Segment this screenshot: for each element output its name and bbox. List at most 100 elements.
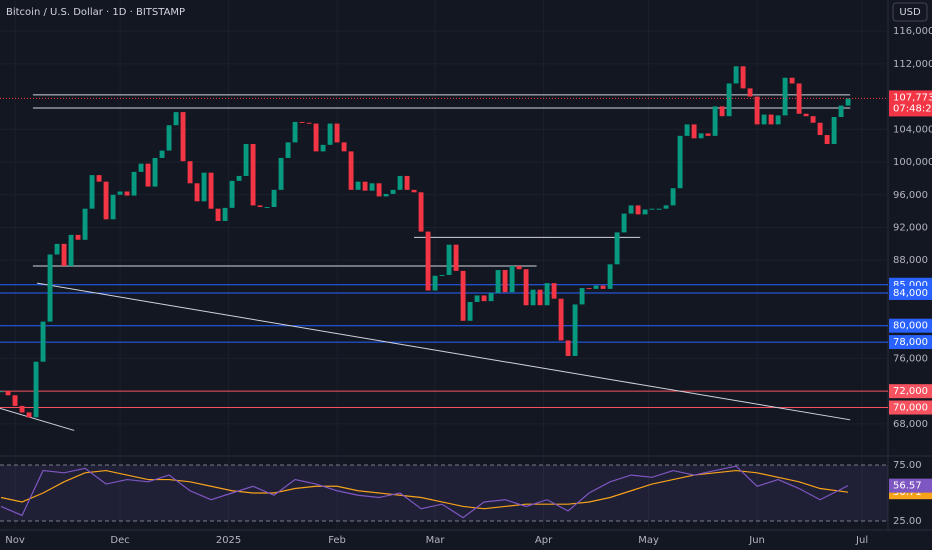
candle	[124, 191, 130, 196]
x-tick-label: Dec	[110, 535, 129, 546]
rsi-band	[0, 464, 888, 522]
x-tick-label: 2025	[216, 535, 241, 546]
candle	[215, 208, 221, 221]
candle	[698, 133, 704, 139]
x-tick-label: Apr	[535, 535, 553, 546]
candle	[754, 96, 760, 125]
candle	[740, 66, 746, 89]
candle	[621, 213, 627, 233]
candle	[775, 115, 781, 125]
currency-label[interactable]: USD	[899, 7, 921, 18]
candle	[180, 112, 186, 162]
candle	[565, 340, 571, 356]
y-tick-label: 100,000	[893, 157, 932, 168]
candle	[250, 144, 256, 206]
candle	[726, 83, 732, 117]
candle	[390, 189, 396, 194]
candle	[89, 175, 95, 209]
candle	[82, 208, 88, 240]
candle	[495, 270, 501, 293]
y-tick-label: 68,000	[893, 419, 928, 430]
candle	[138, 163, 144, 172]
candle	[47, 254, 53, 322]
candle	[110, 194, 116, 220]
level-label: 72,000	[893, 386, 928, 397]
x-tick-label: Mar	[426, 535, 446, 546]
candle	[649, 208, 655, 210]
candle	[40, 321, 46, 362]
candle	[537, 289, 543, 306]
x-tick-label: Jun	[748, 535, 765, 546]
candle	[691, 124, 697, 139]
candle	[845, 98, 851, 106]
candle	[271, 189, 277, 208]
candle	[656, 208, 662, 210]
candle	[12, 395, 18, 406]
rsi-ma-line	[0, 469, 849, 510]
candle	[642, 209, 648, 215]
candle	[803, 113, 809, 117]
candle	[33, 361, 39, 418]
x-tick-label: Feb	[328, 535, 346, 546]
candle	[341, 142, 347, 152]
candle	[544, 283, 550, 306]
candle	[411, 189, 417, 193]
candle	[817, 122, 823, 136]
level-tag	[889, 285, 932, 300]
candle	[677, 135, 683, 189]
candle	[173, 112, 179, 126]
y-tick-label: 76,000	[893, 353, 928, 364]
candle	[334, 123, 340, 143]
candle	[306, 122, 312, 124]
candle	[530, 289, 536, 306]
trend-line	[0, 407, 75, 431]
x-tick-label: Jul	[855, 535, 868, 546]
trend-line	[37, 282, 851, 421]
last-price-tag	[889, 90, 932, 117]
candle	[558, 298, 564, 341]
candle	[418, 192, 424, 232]
level-tag	[889, 384, 932, 399]
candle	[187, 161, 193, 184]
candle	[383, 193, 389, 197]
candle	[572, 304, 578, 356]
candle	[75, 234, 81, 240]
candle	[229, 180, 235, 208]
candle	[369, 183, 375, 191]
candle	[103, 181, 109, 220]
y-tick-label: 104,000	[893, 124, 932, 135]
candle	[502, 270, 508, 293]
candle	[194, 183, 200, 202]
candle	[285, 142, 291, 158]
candle	[292, 121, 298, 143]
candle	[831, 117, 837, 145]
candle	[824, 135, 830, 145]
candle	[236, 175, 242, 181]
level-label: 78,000	[893, 337, 928, 348]
level-tag	[889, 318, 932, 333]
candle	[355, 181, 361, 190]
y-tick-label: 96,000	[893, 190, 928, 201]
candle	[5, 391, 11, 396]
candle	[26, 412, 32, 418]
candle	[313, 123, 319, 152]
candle	[348, 151, 354, 190]
candle	[432, 275, 438, 291]
candle	[761, 114, 767, 125]
candle	[159, 150, 165, 158]
candle	[782, 77, 788, 116]
last-price-label: 107,773	[893, 92, 932, 103]
candle	[488, 292, 494, 302]
candle	[600, 285, 606, 289]
candle	[516, 265, 522, 270]
candle	[628, 205, 634, 214]
candle	[579, 288, 585, 305]
rsi-tick-label: 75.00	[893, 460, 922, 471]
currency-button[interactable]	[892, 2, 928, 22]
candle	[607, 264, 613, 289]
candle	[551, 283, 557, 299]
candle	[439, 274, 445, 276]
candle	[705, 133, 711, 136]
candle	[96, 175, 102, 182]
